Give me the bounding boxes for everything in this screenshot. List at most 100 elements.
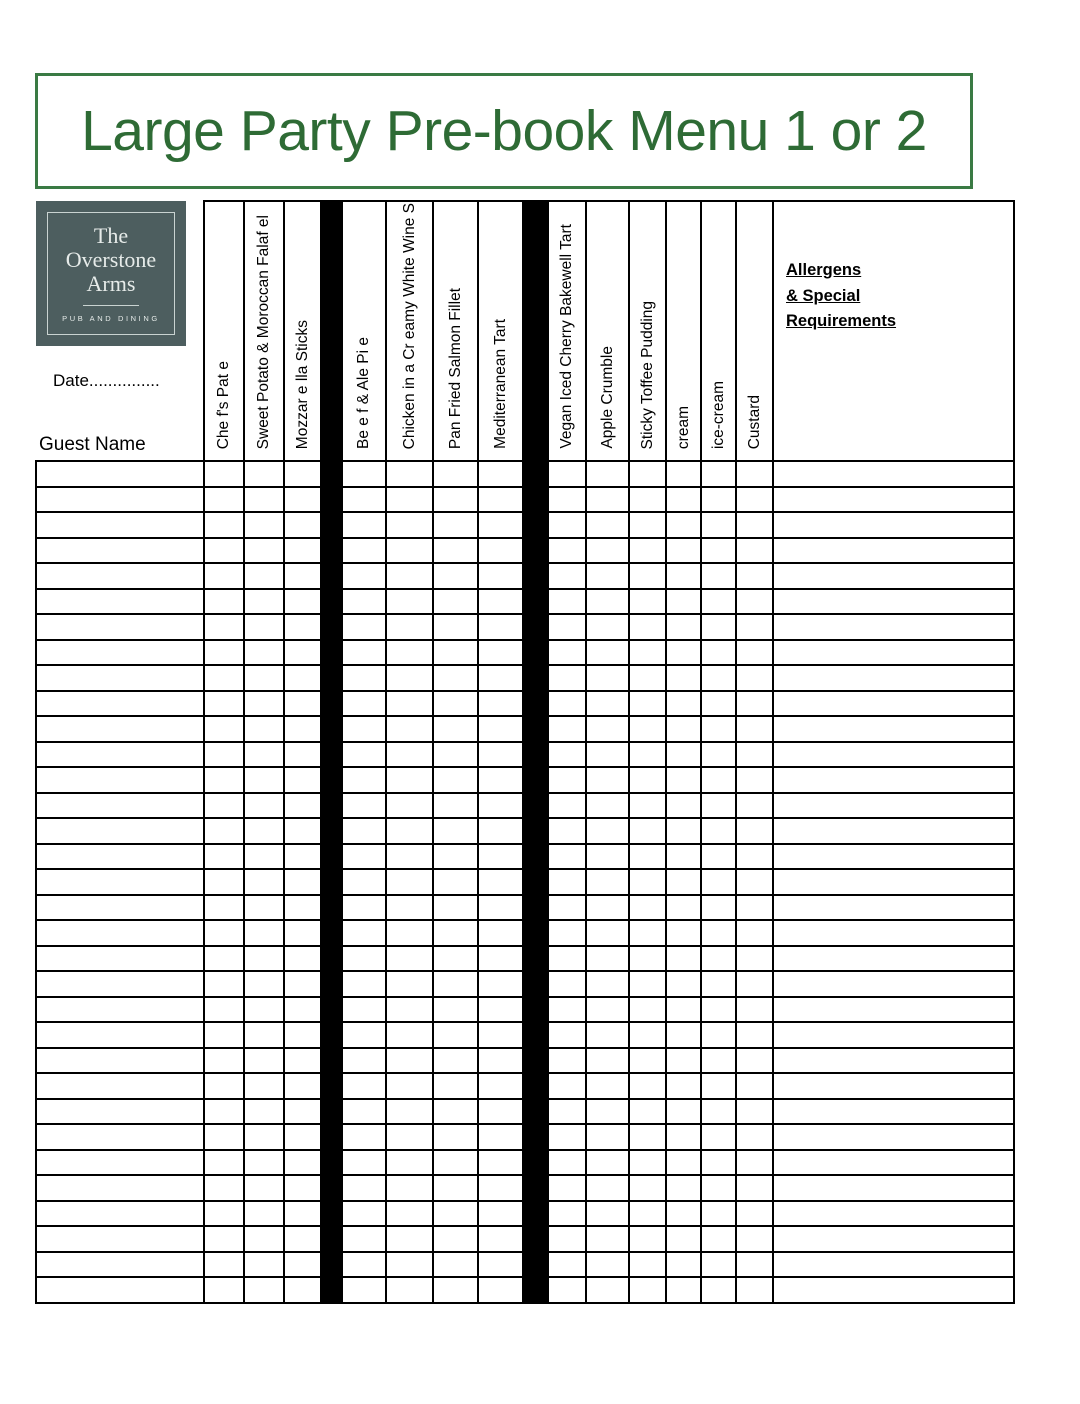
guest-name-cell bbox=[35, 1225, 205, 1253]
choice-cell bbox=[665, 1148, 702, 1176]
table-row bbox=[35, 919, 1015, 947]
choice-cell bbox=[283, 1250, 322, 1278]
overstone-arms-logo: The Overstone Arms PUB AND DINING bbox=[36, 201, 186, 346]
choice-cell bbox=[283, 536, 322, 564]
choice-cell bbox=[735, 868, 774, 896]
choice-cell bbox=[243, 587, 285, 615]
choice-cell bbox=[477, 485, 524, 513]
column-header-vegan-bakewell-tart: Vegan Iced Cherry Bakewell Tart bbox=[547, 200, 587, 462]
guest-name-cell bbox=[35, 893, 205, 921]
choice-cell bbox=[735, 562, 774, 590]
column-header-custard: Custard bbox=[735, 200, 774, 462]
guest-name-cell bbox=[35, 1250, 205, 1278]
choice-cell bbox=[203, 664, 245, 692]
choice-cell bbox=[735, 766, 774, 794]
logo-text-line: Overstone bbox=[65, 247, 157, 273]
column-header-apple-crumble: Apple Crumble bbox=[585, 200, 630, 462]
choice-cell bbox=[585, 868, 630, 896]
choice-cell bbox=[700, 893, 737, 921]
allergens-cell bbox=[772, 868, 1015, 896]
choice-cell bbox=[203, 613, 245, 641]
choice-cell bbox=[477, 1123, 524, 1151]
separator-cell bbox=[522, 511, 549, 539]
allergens-cell bbox=[772, 638, 1015, 666]
choice-cell bbox=[735, 1276, 774, 1304]
choice-cell bbox=[585, 1276, 630, 1304]
choice-cell bbox=[341, 1046, 387, 1074]
guest-name-cell bbox=[35, 485, 205, 513]
choice-cell bbox=[628, 995, 667, 1023]
choice-cell bbox=[665, 842, 702, 870]
choice-cell bbox=[283, 664, 322, 692]
choice-cell bbox=[700, 536, 737, 564]
choice-cell bbox=[341, 460, 387, 488]
choice-cell bbox=[283, 587, 322, 615]
choice-cell bbox=[385, 995, 434, 1023]
choice-cell bbox=[585, 893, 630, 921]
choice-cell bbox=[243, 893, 285, 921]
column-header-ice-cream: ice-cream bbox=[700, 200, 737, 462]
separator-cell bbox=[320, 460, 343, 488]
choice-cell bbox=[665, 587, 702, 615]
separator-cell bbox=[320, 689, 343, 717]
choice-cell bbox=[700, 1225, 737, 1253]
choice-cell bbox=[547, 1097, 587, 1125]
choice-cell bbox=[477, 460, 524, 488]
choice-cell bbox=[735, 613, 774, 641]
choice-cell bbox=[203, 817, 245, 845]
separator-column bbox=[320, 200, 343, 462]
choice-cell bbox=[735, 1225, 774, 1253]
choice-cell bbox=[700, 944, 737, 972]
choice-cell bbox=[585, 511, 630, 539]
choice-cell bbox=[341, 1097, 387, 1125]
choice-cell bbox=[628, 1225, 667, 1253]
choice-cell bbox=[385, 766, 434, 794]
choice-cell bbox=[283, 613, 322, 641]
choice-cell bbox=[283, 485, 322, 513]
table-row bbox=[35, 460, 1015, 488]
guest-name-cell bbox=[35, 817, 205, 845]
choice-cell bbox=[547, 1072, 587, 1100]
allergens-cell bbox=[772, 664, 1015, 692]
choice-cell bbox=[665, 1199, 702, 1227]
corner-header-cell: The Overstone Arms PUB AND DINING Date..… bbox=[36, 201, 205, 462]
separator-cell bbox=[522, 460, 549, 488]
separator-cell bbox=[522, 1225, 549, 1253]
choice-cell bbox=[665, 1046, 702, 1074]
choice-cell bbox=[585, 1072, 630, 1100]
separator-cell bbox=[522, 791, 549, 819]
choice-cell bbox=[735, 1250, 774, 1278]
choice-cell bbox=[547, 562, 587, 590]
choice-cell bbox=[547, 1046, 587, 1074]
choice-cell bbox=[628, 715, 667, 743]
choice-cell bbox=[477, 511, 524, 539]
allergens-cell bbox=[772, 1123, 1015, 1151]
choice-cell bbox=[700, 1148, 737, 1176]
separator-cell bbox=[522, 613, 549, 641]
choice-cell bbox=[700, 791, 737, 819]
choice-cell bbox=[203, 868, 245, 896]
separator-cell bbox=[320, 1250, 343, 1278]
table-row bbox=[35, 1199, 1015, 1227]
guest-name-cell bbox=[35, 562, 205, 590]
choice-cell bbox=[665, 460, 702, 488]
choice-cell bbox=[385, 1199, 434, 1227]
allergens-cell bbox=[772, 460, 1015, 488]
choice-cell bbox=[735, 817, 774, 845]
guest-name-cell bbox=[35, 689, 205, 717]
choice-cell bbox=[243, 766, 285, 794]
pre-order-grid: The Overstone Arms PUB AND DINING Date..… bbox=[35, 200, 1015, 1304]
choice-cell bbox=[665, 1021, 702, 1049]
table-row bbox=[35, 587, 1015, 615]
choice-cell bbox=[341, 715, 387, 743]
separator-cell bbox=[320, 868, 343, 896]
table-row bbox=[35, 842, 1015, 870]
choice-cell bbox=[585, 740, 630, 768]
choice-cell bbox=[477, 562, 524, 590]
separator-cell bbox=[522, 1148, 549, 1176]
separator-cell bbox=[522, 1276, 549, 1304]
choice-cell bbox=[341, 536, 387, 564]
logo-divider bbox=[83, 304, 139, 306]
choice-cell bbox=[432, 893, 479, 921]
separator-cell bbox=[320, 562, 343, 590]
